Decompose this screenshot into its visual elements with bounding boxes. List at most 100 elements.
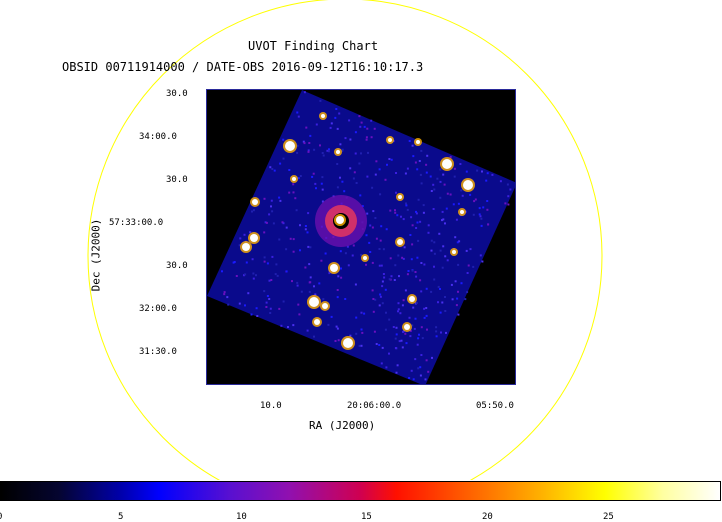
noise-pixel xyxy=(255,307,258,310)
noise-pixel xyxy=(319,99,322,102)
noise-pixel xyxy=(256,315,259,317)
noise-pixel xyxy=(289,237,292,240)
noise-pixel xyxy=(378,248,381,250)
noise-pixel xyxy=(411,144,414,147)
noise-pixel xyxy=(344,298,347,300)
noise-pixel xyxy=(360,311,363,314)
noise-pixel xyxy=(389,278,392,281)
noise-pixel xyxy=(486,200,489,202)
noise-pixel xyxy=(390,158,393,161)
noise-pixel xyxy=(255,274,257,277)
noise-pixel xyxy=(394,337,397,340)
chart-title: UVOT Finding Chart xyxy=(248,39,379,53)
noise-pixel xyxy=(381,302,384,305)
noise-pixel xyxy=(454,236,457,239)
noise-pixel xyxy=(292,250,295,253)
noise-pixel xyxy=(303,91,306,94)
noise-pixel xyxy=(465,249,468,252)
noise-pixel xyxy=(478,207,481,210)
noise-pixel xyxy=(487,223,490,226)
noise-pixel xyxy=(453,175,456,178)
noise-pixel xyxy=(263,290,266,293)
noise-pixel xyxy=(288,169,291,171)
y-tick-label: 30.0 xyxy=(166,261,188,271)
noise-pixel xyxy=(430,249,433,252)
noise-pixel xyxy=(313,285,315,288)
noise-pixel xyxy=(378,344,381,346)
noise-pixel xyxy=(461,194,464,197)
noise-pixel xyxy=(396,214,399,217)
noise-pixel xyxy=(243,233,246,236)
noise-pixel xyxy=(441,210,444,213)
noise-pixel xyxy=(279,199,282,202)
noise-pixel xyxy=(465,170,468,173)
noise-pixel xyxy=(409,329,412,332)
noise-pixel xyxy=(360,328,363,331)
noise-pixel xyxy=(383,276,386,279)
noise-pixel xyxy=(341,150,344,152)
noise-pixel xyxy=(439,249,442,252)
noise-pixel xyxy=(414,271,417,273)
noise-pixel xyxy=(271,255,274,258)
noise-pixel xyxy=(444,255,447,258)
noise-pixel xyxy=(273,169,276,172)
noise-pixel xyxy=(344,137,347,140)
noise-pixel xyxy=(412,155,415,158)
noise-pixel xyxy=(380,362,383,365)
noise-pixel xyxy=(373,330,376,333)
noise-pixel xyxy=(435,330,438,333)
noise-pixel xyxy=(365,138,368,141)
noise-pixel xyxy=(354,152,357,155)
noise-pixel xyxy=(439,168,442,171)
noise-pixel xyxy=(491,173,494,176)
noise-pixel xyxy=(404,332,407,335)
noise-pixel xyxy=(469,193,472,196)
noise-pixel xyxy=(382,273,385,275)
noise-pixel xyxy=(315,187,317,190)
noise-pixel xyxy=(381,346,384,349)
noise-pixel xyxy=(402,330,404,333)
noise-pixel xyxy=(404,289,407,292)
noise-pixel xyxy=(444,310,447,312)
x-tick-label: 10.0 xyxy=(260,401,282,411)
noise-pixel xyxy=(354,131,357,134)
noise-pixel xyxy=(425,163,428,166)
noise-pixel xyxy=(370,136,373,139)
noise-pixel xyxy=(425,359,428,362)
noise-pixel xyxy=(460,282,463,285)
noise-pixel xyxy=(312,172,315,175)
noise-pixel xyxy=(441,301,444,304)
noise-pixel xyxy=(420,354,423,356)
noise-pixel xyxy=(413,327,416,330)
noise-pixel xyxy=(420,290,423,293)
point-source xyxy=(363,256,367,260)
noise-pixel xyxy=(321,176,324,179)
noise-pixel xyxy=(439,288,441,290)
point-source xyxy=(460,210,464,214)
noise-pixel xyxy=(385,311,387,314)
y-axis-label: Dec (J2000) xyxy=(89,218,103,292)
noise-pixel xyxy=(397,254,400,257)
noise-pixel xyxy=(426,328,428,331)
noise-pixel xyxy=(309,246,312,249)
noise-pixel xyxy=(419,366,422,369)
point-source xyxy=(330,264,338,272)
noise-pixel xyxy=(379,239,382,242)
noise-pixel xyxy=(308,281,311,284)
noise-pixel xyxy=(264,221,267,224)
noise-pixel xyxy=(249,231,252,234)
noise-pixel xyxy=(432,208,435,210)
noise-pixel xyxy=(302,140,305,143)
noise-pixel xyxy=(250,313,253,316)
noise-pixel xyxy=(336,127,339,130)
colorbar-tick-label: 25 xyxy=(603,512,614,522)
noise-pixel xyxy=(384,288,387,291)
noise-pixel xyxy=(379,295,382,298)
noise-pixel xyxy=(436,177,439,180)
noise-pixel xyxy=(251,258,254,261)
noise-pixel xyxy=(394,264,397,267)
noise-pixel xyxy=(464,298,467,301)
noise-pixel xyxy=(265,301,268,304)
noise-pixel xyxy=(287,326,289,328)
noise-pixel xyxy=(485,179,488,182)
